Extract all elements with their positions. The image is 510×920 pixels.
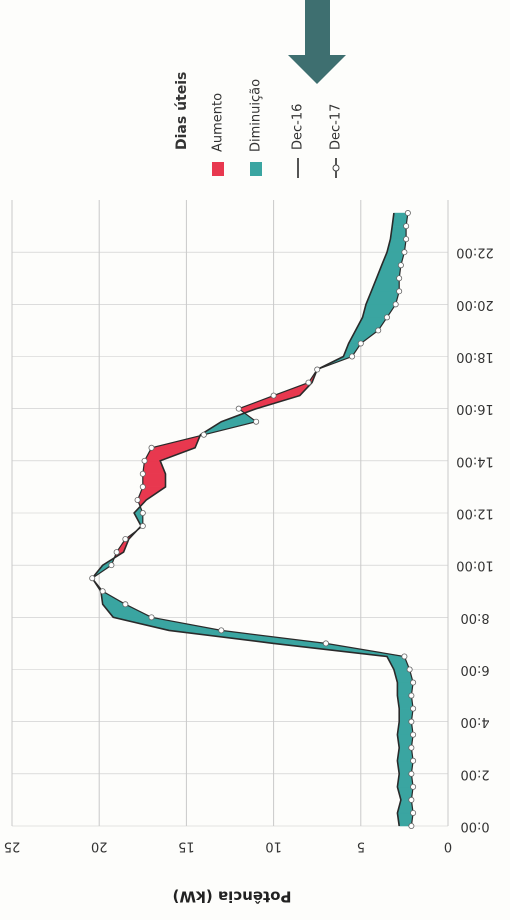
decrease-area bbox=[168, 630, 326, 644]
legend: Dias úteis Aumento Diminuição Dec-16 Dec-17 bbox=[174, 72, 344, 178]
dec17-point bbox=[408, 718, 415, 725]
dec17-point bbox=[148, 614, 155, 621]
dec17-point bbox=[218, 627, 225, 634]
dec17-point bbox=[139, 483, 146, 490]
dec17-point bbox=[408, 692, 415, 699]
hour-tick-label: 14:00 bbox=[456, 453, 493, 468]
dec17-point bbox=[410, 809, 417, 816]
dec17-point bbox=[122, 536, 129, 543]
dec17-point bbox=[122, 601, 129, 608]
dec17-point bbox=[349, 353, 356, 360]
dec17-point bbox=[139, 470, 146, 477]
value-tick-label: 25 bbox=[4, 839, 21, 854]
dec17-point bbox=[396, 275, 403, 282]
gridlines bbox=[11, 200, 449, 827]
dec17-point bbox=[148, 444, 155, 451]
legend-label: Dec-17 bbox=[329, 104, 344, 150]
dec17-point bbox=[410, 679, 417, 686]
dec17-point bbox=[139, 523, 146, 530]
hour-tick-label: 6:00 bbox=[460, 662, 489, 677]
dec17-point bbox=[108, 562, 115, 569]
difference-fills bbox=[92, 212, 414, 827]
y-axis-title: Potência (kW) bbox=[173, 888, 292, 906]
dec17-markers bbox=[89, 210, 417, 830]
legend-swatch bbox=[212, 162, 224, 176]
hour-tick-label: 0:00 bbox=[460, 819, 489, 834]
hour-tick-label: 22:00 bbox=[456, 245, 493, 260]
hour-tick-label: 8:00 bbox=[460, 610, 489, 625]
legend-swatch bbox=[250, 162, 262, 176]
legend-label: Diminuição bbox=[249, 79, 264, 152]
dec17-point bbox=[392, 301, 399, 308]
hour-tick-label: 2:00 bbox=[460, 766, 489, 781]
dec17-point bbox=[305, 379, 312, 386]
series-line-dec16 bbox=[91, 212, 402, 827]
dec17-point bbox=[357, 340, 364, 347]
dec17-point bbox=[410, 757, 417, 764]
hour-tick-label: 16:00 bbox=[456, 401, 493, 416]
dec17-point bbox=[397, 262, 404, 269]
hour-tick-label: 12:00 bbox=[456, 506, 493, 521]
dec17-point bbox=[408, 796, 415, 803]
dec17-point bbox=[410, 731, 417, 738]
decrease-area bbox=[113, 617, 222, 631]
dec17-point bbox=[113, 549, 120, 556]
dec17-point bbox=[410, 705, 417, 712]
dec17-point bbox=[408, 770, 415, 777]
dec17-point bbox=[375, 327, 382, 334]
dec17-point bbox=[410, 783, 417, 790]
dec17-point bbox=[270, 392, 277, 399]
value-tick-label: 0 bbox=[444, 839, 452, 854]
dec17-point bbox=[200, 431, 207, 438]
dec17-point bbox=[408, 823, 415, 830]
dec17-point bbox=[235, 405, 242, 412]
tick-labels: 0 5 10 15 20 25 0:00 2:00 4:00 6:00 8:00 10:00 12:00… bbox=[4, 245, 494, 854]
dec17-point bbox=[401, 653, 408, 660]
dec17-point bbox=[134, 496, 141, 503]
dec17-point bbox=[99, 588, 106, 595]
dec17-point bbox=[139, 509, 146, 516]
value-tick-label: 5 bbox=[357, 839, 365, 854]
hour-tick-label: 10:00 bbox=[456, 558, 493, 573]
hour-tick-label: 18:00 bbox=[456, 349, 493, 364]
dec17-point bbox=[89, 575, 96, 582]
dec17-point bbox=[396, 288, 403, 295]
value-tick-label: 20 bbox=[91, 839, 108, 854]
dec17-point bbox=[322, 640, 329, 647]
dec17-point bbox=[403, 223, 410, 230]
dec17-point bbox=[408, 744, 415, 751]
dec17-point bbox=[141, 457, 148, 464]
increase-area bbox=[142, 473, 166, 488]
dec17-point bbox=[401, 249, 408, 256]
hour-tick-label: 20:00 bbox=[456, 297, 493, 312]
dec17-point bbox=[404, 210, 411, 217]
dec17-point bbox=[314, 366, 321, 373]
dec17-point bbox=[253, 418, 260, 425]
decrease-area bbox=[390, 225, 407, 240]
legend-marker bbox=[332, 164, 340, 172]
hour-tick-label: 4:00 bbox=[460, 714, 489, 729]
dec17-point bbox=[383, 314, 390, 321]
value-tick-label: 10 bbox=[265, 839, 282, 854]
legend-label: Aumento bbox=[211, 93, 226, 152]
dec17-point bbox=[403, 236, 410, 243]
legend-label: Dec-16 bbox=[291, 104, 306, 150]
value-tick-label: 15 bbox=[178, 839, 195, 854]
down-arrow-icon bbox=[288, 0, 346, 84]
dec17-point bbox=[406, 666, 413, 673]
legend-title: Dias úteis bbox=[174, 72, 190, 150]
